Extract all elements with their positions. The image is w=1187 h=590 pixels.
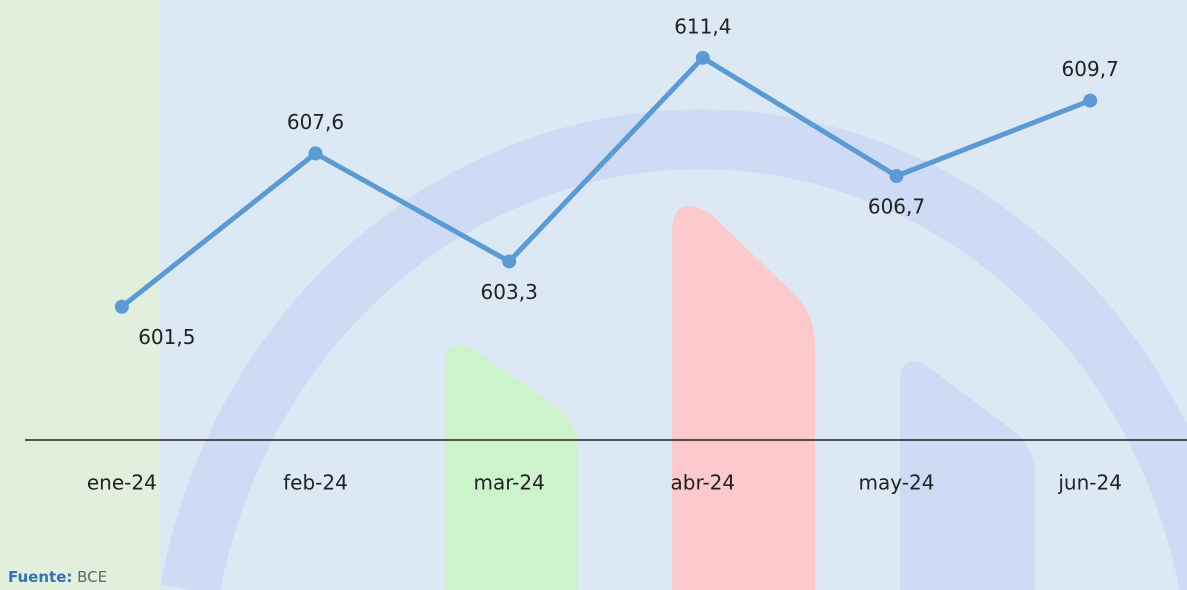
chart: Fuente: BCE ene-24 feb-24 mar-24 abr-24 may-… — [0, 0, 1187, 590]
data-label: 603,3 — [481, 280, 538, 304]
x-tick-label: ene-24 — [87, 471, 157, 495]
point — [1083, 94, 1097, 108]
source-label: Fuente: — [8, 568, 72, 586]
x-tick-label: abr-24 — [671, 471, 736, 495]
source-text: BCE — [77, 568, 107, 586]
point — [502, 254, 516, 268]
x-tick-label: jun-24 — [1057, 471, 1122, 495]
point — [890, 169, 904, 183]
data-label: 601,5 — [138, 325, 195, 349]
page: Fuente: BCE ene-24 feb-24 mar-24 abr-24 may-… — [0, 0, 1187, 590]
x-tick-label: feb-24 — [283, 471, 348, 495]
point — [696, 51, 710, 65]
x-tick-label: may-24 — [859, 471, 935, 495]
source: Fuente: BCE — [8, 568, 107, 586]
x-tick-label: mar-24 — [473, 471, 544, 495]
data-label: 611,4 — [674, 14, 731, 38]
data-label: 609,7 — [1062, 57, 1119, 81]
data-label: 607,6 — [287, 110, 344, 134]
point — [309, 146, 323, 160]
point — [115, 300, 129, 314]
data-label: 606,7 — [868, 195, 925, 219]
